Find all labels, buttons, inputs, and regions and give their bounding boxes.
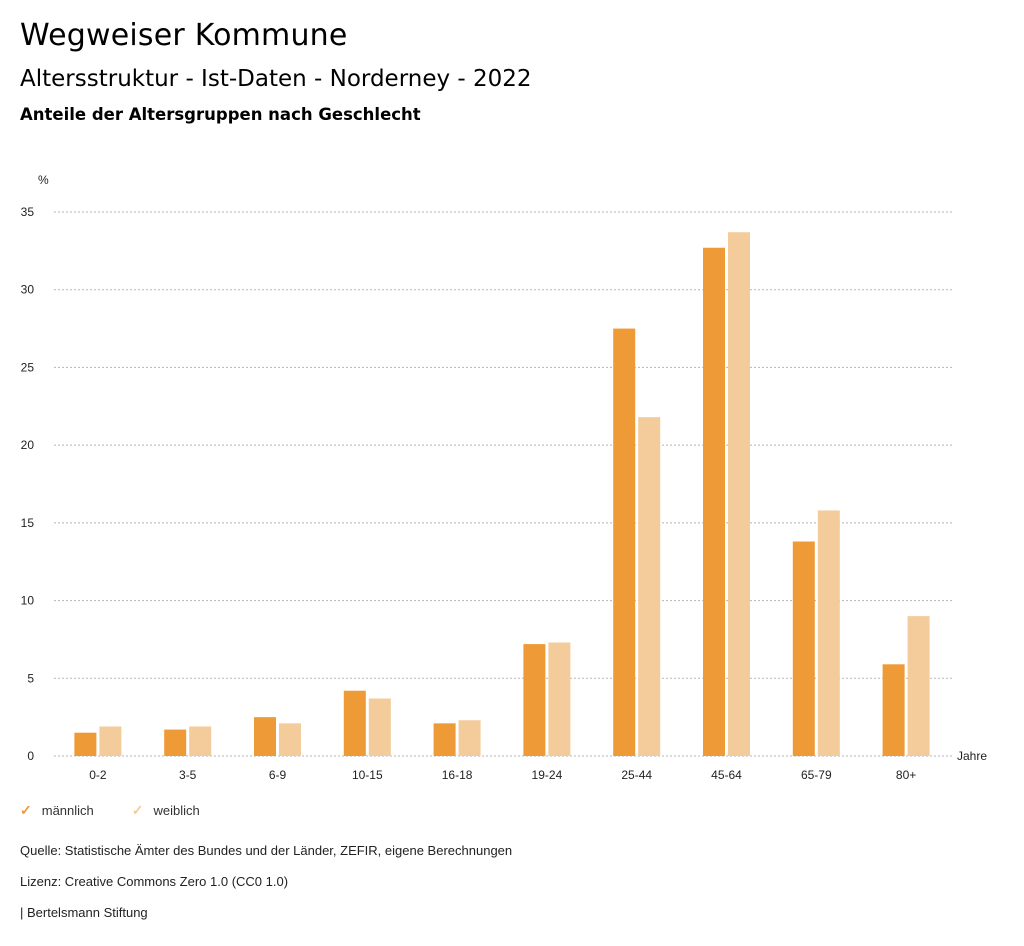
legend-label: männlich [41, 803, 94, 818]
bar-maennlich-45-64[interactable] [703, 247, 725, 756]
bar-chart: % 0 5 10 15 20 25 30 35 0-2 3-5 6-9 10-15 16-18 19-2… [21, 173, 988, 782]
check-icon: ✓ [131, 802, 144, 818]
app-title: Wegweiser Kommune [20, 18, 348, 53]
check-icon: ✓ [20, 802, 32, 818]
bar-weiblich-80+[interactable] [907, 616, 930, 756]
x-tick-label: 25-44 [621, 768, 652, 782]
bar-weiblich-10-15[interactable] [368, 698, 391, 756]
bar-maennlich-10-15[interactable] [343, 690, 366, 756]
bar-weiblich-45-64[interactable] [728, 232, 750, 757]
x-tick-label: 6-9 [269, 768, 287, 782]
bar-maennlich-6-9[interactable] [254, 717, 276, 756]
bar-weiblich-16-18[interactable] [458, 720, 481, 756]
bar-weiblich-6-9[interactable] [279, 723, 301, 756]
bar-maennlich-25-44[interactable] [613, 328, 636, 756]
bar-maennlich-0-2[interactable] [74, 732, 97, 756]
bar-maennlich-80+[interactable] [882, 664, 905, 756]
bar-maennlich-19-24[interactable] [523, 644, 546, 756]
x-tick-label: 0-2 [89, 768, 107, 782]
x-tick-label: 65-79 [801, 768, 832, 782]
license-note: Lizenz: Creative Commons Zero 1.0 (CC0 1… [20, 874, 289, 889]
x-tick-label: 19-24 [532, 768, 563, 782]
x-tick-label: 80+ [896, 768, 916, 782]
y-tick-label: 0 [27, 749, 34, 763]
x-tick-label: 45-64 [711, 768, 742, 782]
legend-item-maennlich[interactable]: ✓ männlich [20, 802, 94, 819]
bar-maennlich-65-79[interactable] [792, 541, 815, 756]
bar-weiblich-25-44[interactable] [638, 417, 661, 756]
y-tick-label: 20 [21, 438, 35, 452]
grid-lines [54, 211, 952, 757]
bar-weiblich-65-79[interactable] [817, 510, 840, 756]
bar-maennlich-3-5[interactable] [164, 729, 187, 756]
y-axis-label: % [38, 173, 49, 187]
chart-legend: ✓ männlich ✓ weiblich [20, 802, 238, 819]
y-tick-label: 25 [21, 360, 35, 374]
y-tick-label: 5 [27, 671, 34, 685]
source-note: Quelle: Statistische Ämter des Bundes un… [20, 843, 513, 858]
x-tick-label: 10-15 [352, 768, 383, 782]
x-tick-label: 16-18 [442, 768, 473, 782]
bar-maennlich-16-18[interactable] [433, 723, 456, 756]
chart-description: Anteile der Altersgruppen nach Geschlech… [20, 105, 421, 124]
bars [74, 232, 930, 757]
bar-weiblich-3-5[interactable] [189, 726, 212, 756]
bar-weiblich-0-2[interactable] [99, 726, 122, 756]
y-tick-label: 10 [21, 594, 35, 608]
legend-label: weiblich [153, 803, 200, 818]
y-tick-label: 15 [21, 516, 35, 530]
x-axis-label: Jahre [957, 749, 987, 763]
y-axis-ticks: 0 5 10 15 20 25 30 35 [21, 205, 35, 763]
legend-item-weiblich[interactable]: ✓ weiblich [132, 802, 200, 819]
y-tick-label: 30 [21, 283, 35, 297]
publisher-note: | Bertelsmann Stiftung [20, 905, 148, 920]
chart-subtitle: Altersstruktur - Ist-Daten - Norderney -… [20, 66, 532, 92]
bar-weiblich-19-24[interactable] [548, 642, 571, 756]
y-tick-label: 35 [21, 205, 35, 219]
x-tick-label: 3-5 [179, 768, 197, 782]
x-axis-ticks: 0-2 3-5 6-9 10-15 16-18 19-24 25-44 45-64 65-79 8… [89, 768, 916, 782]
